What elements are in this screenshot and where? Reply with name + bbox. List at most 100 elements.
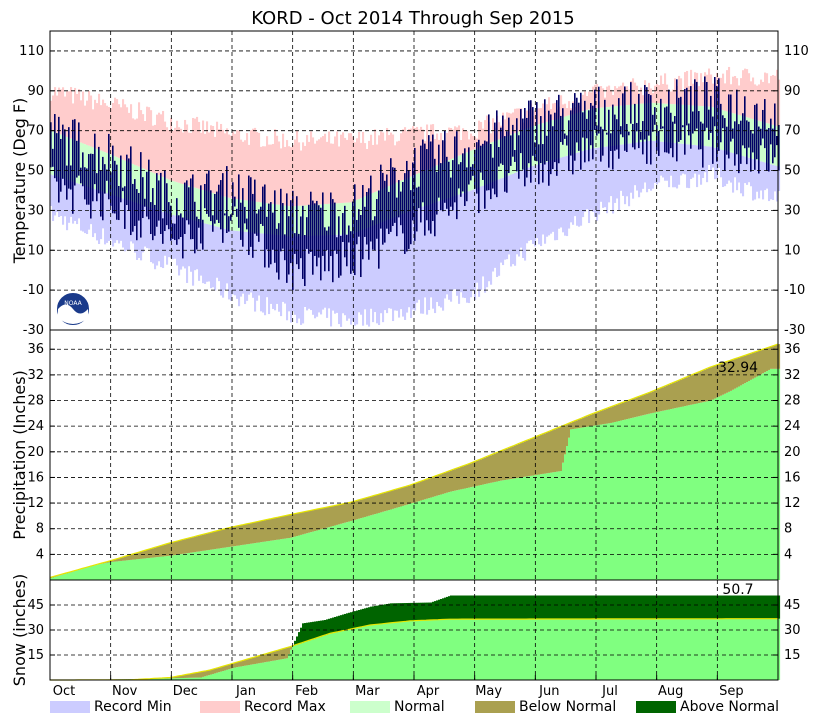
observed-temp-bar [742, 113, 744, 146]
observed-temp-bar [630, 82, 632, 124]
observed-temp-bar [670, 112, 672, 149]
observed-temp-bar [206, 173, 208, 214]
below-normal-bar [318, 508, 321, 530]
accum-bar [548, 619, 551, 680]
accum-bar [504, 480, 507, 580]
record-max-bar [408, 129, 411, 178]
record-min-bar [664, 142, 667, 181]
above-normal-bar [536, 595, 539, 620]
accum-bar [670, 618, 673, 680]
accum-bar [254, 663, 257, 680]
record-max-bar [754, 84, 757, 120]
accum-bar [498, 619, 501, 680]
accum-bar [414, 620, 417, 680]
observed-temp-bar [576, 97, 578, 143]
y-tick-label: 8 [36, 522, 44, 537]
above-normal-bar [394, 603, 397, 623]
above-normal-bar [708, 595, 711, 619]
accum-bar [580, 618, 583, 680]
below-normal-bar [368, 497, 371, 516]
normal-bar [66, 137, 69, 180]
record-max-bar [474, 136, 477, 150]
accum-bar [772, 618, 775, 680]
record-max-bar [278, 141, 281, 205]
above-normal-bar [416, 602, 419, 621]
accum-bar [112, 561, 115, 580]
accum-bar [384, 623, 387, 680]
accum-bar [380, 623, 383, 680]
record-min-bar [748, 157, 751, 183]
record-max-bar [116, 99, 119, 158]
y-tick-label: 32 [27, 368, 44, 383]
observed-temp-bar [498, 147, 500, 167]
observed-temp-bar [320, 207, 322, 281]
below-normal-bar [452, 469, 455, 492]
below-normal-bar [528, 439, 531, 477]
record-min-bar [554, 159, 557, 241]
above-normal-bar [748, 595, 751, 619]
record-min-bar [434, 202, 437, 314]
below-normal-bar [200, 671, 203, 678]
below-normal-bar [228, 664, 231, 670]
record-max-bar [582, 94, 585, 112]
record-max-bar [60, 89, 63, 135]
record-min-bar [350, 234, 353, 325]
y-tick-label: 28 [784, 394, 801, 409]
record-min-bar [372, 225, 375, 323]
y-tick-label: 90 [784, 84, 801, 99]
record-max-bar [184, 119, 187, 185]
below-normal-bar [696, 373, 699, 404]
record-min-bar [680, 143, 683, 176]
record-max-bar [350, 133, 353, 203]
accum-bar [692, 404, 695, 580]
observed-temp-bar [720, 103, 722, 143]
record-max-bar [546, 104, 549, 122]
observed-temp-bar [666, 106, 668, 153]
accum-bar [484, 484, 487, 580]
below-normal-bar [416, 482, 419, 502]
record-max-bar [202, 120, 205, 191]
accum-bar [534, 619, 537, 680]
record-max-bar [712, 83, 715, 108]
below-normal-bar [536, 436, 539, 475]
below-normal-bar [450, 470, 453, 492]
record-max-bar [684, 72, 687, 106]
record-max-bar [616, 88, 619, 107]
record-min-bar [396, 215, 399, 311]
record-max-bar [770, 75, 773, 125]
above-normal-bar [452, 595, 455, 620]
below-normal-bar [184, 539, 187, 554]
record-max-bar [222, 129, 225, 197]
record-min-bar [402, 213, 405, 317]
record-min-bar [688, 144, 691, 189]
accum-bar [660, 411, 663, 580]
observed-temp-bar [580, 92, 582, 170]
below-normal-bar [618, 404, 621, 422]
observed-temp-bar [574, 93, 576, 161]
observed-temp-bar [540, 116, 542, 164]
observed-temp-bar [698, 111, 700, 150]
record-min-bar [604, 146, 607, 208]
accum-bar [370, 515, 373, 580]
record-min-bar [76, 183, 79, 225]
observed-temp-bar [438, 144, 440, 198]
below-normal-bar [414, 483, 417, 503]
observed-temp-bar [754, 104, 756, 170]
above-normal-bar [774, 595, 777, 619]
observed-temp-bar [422, 139, 424, 203]
record-min-bar [120, 197, 123, 241]
observed-temp-bar [360, 215, 362, 278]
below-normal-bar [680, 379, 683, 407]
observed-temp-bar [244, 206, 246, 224]
accum-bar [720, 618, 723, 680]
accum-bar [164, 556, 167, 580]
accum-bar [308, 640, 311, 680]
above-normal-bar [546, 595, 549, 620]
accum-bar [492, 619, 495, 680]
observed-temp-bar [626, 123, 628, 153]
above-normal-bar [344, 613, 347, 631]
record-min-bar [214, 226, 217, 291]
below-normal-bar [156, 547, 159, 558]
accum-bar [460, 619, 463, 680]
